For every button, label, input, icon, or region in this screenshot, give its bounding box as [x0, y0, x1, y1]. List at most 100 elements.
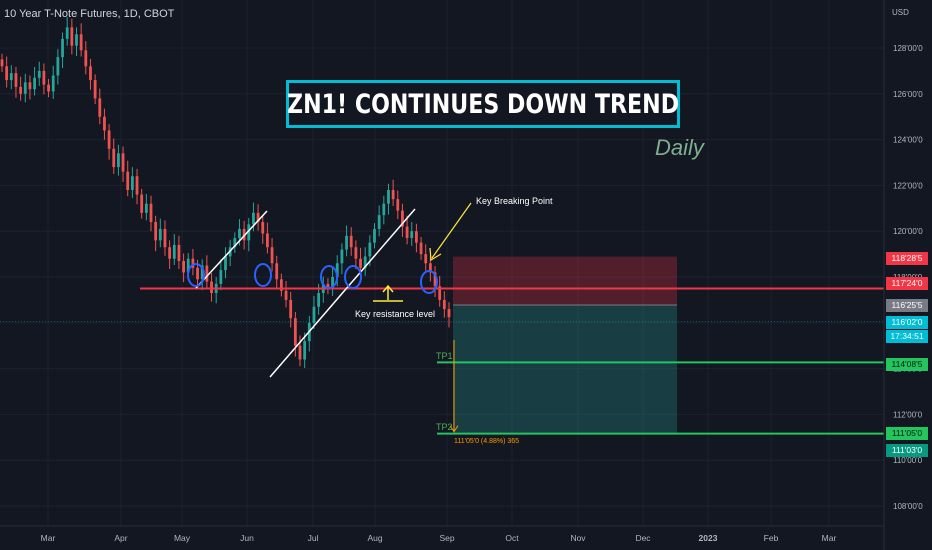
drawing-overlays	[0, 202, 884, 435]
price-tag: 17:34:51	[886, 330, 928, 343]
candle-body	[442, 299, 446, 310]
candle-body	[172, 244, 176, 259]
candle-body	[419, 242, 423, 255]
currency-label: USD	[892, 8, 909, 17]
candle-body	[5, 66, 9, 81]
candle-body	[345, 235, 348, 250]
candle-body	[19, 86, 23, 94]
y-tick-label: 120'00'0	[893, 227, 923, 236]
x-tick-label: Sep	[439, 533, 454, 543]
candle-body	[168, 247, 172, 259]
price-tag: 114'08'5	[886, 358, 928, 371]
y-tick-label: 128'00'0	[893, 44, 923, 53]
candle-body	[107, 130, 111, 149]
candle-body	[196, 267, 199, 280]
timeframe-label: Daily	[655, 135, 704, 160]
candle-body	[331, 277, 334, 289]
take-profit-zone	[453, 304, 677, 434]
candle-body	[396, 199, 400, 211]
touch-circle	[320, 265, 338, 289]
candle-body	[415, 231, 418, 243]
candle-body	[382, 203, 386, 216]
breaking-arrow-head	[429, 247, 442, 262]
target-info-label: 111'05'0 (4.88%) 365	[454, 438, 520, 445]
candle-body	[298, 345, 302, 360]
resistance-arrow-head	[382, 284, 394, 293]
candle-body	[149, 203, 153, 223]
candle-body	[98, 98, 102, 117]
touch-circle	[420, 270, 438, 294]
candle-body	[275, 263, 279, 280]
key-resistance-label: Key resistance level	[355, 309, 436, 319]
candle-body	[144, 203, 148, 213]
candle-body	[186, 258, 190, 273]
candle-body	[238, 228, 241, 239]
trendline-2	[269, 208, 416, 378]
candle-body	[377, 215, 381, 229]
candle-body	[349, 235, 353, 248]
candle-body	[219, 270, 223, 284]
candle-body	[200, 265, 204, 280]
candle-body	[177, 244, 181, 261]
candle-body	[373, 228, 376, 243]
candle-body	[84, 50, 88, 67]
x-tick-label: Oct	[505, 533, 519, 543]
candle-body	[312, 306, 316, 323]
candle-body	[47, 84, 50, 92]
x-tick-label: Mar	[822, 533, 837, 543]
trendline-1	[195, 210, 268, 289]
candle-body	[317, 293, 321, 307]
candle-body	[242, 228, 246, 241]
candle-body	[70, 27, 74, 46]
candle-body	[354, 247, 358, 259]
candle-body	[140, 194, 144, 213]
candle-body	[79, 34, 83, 51]
x-tick-label: 2023	[699, 533, 718, 543]
candle-body	[428, 263, 432, 273]
touch-circle	[344, 265, 362, 289]
tp2-label: TP2	[436, 422, 453, 432]
candle-body	[326, 283, 330, 289]
tp1-label: TP1	[436, 351, 453, 361]
candle-body	[126, 171, 130, 190]
candle-body	[270, 247, 274, 264]
candle-body	[9, 73, 13, 81]
x-tick-label: Dec	[635, 533, 651, 543]
candle-body	[424, 254, 428, 264]
y-tick-label: 112'00'0	[893, 410, 923, 419]
key-breaking-point-label: Key Breaking Point	[476, 196, 553, 206]
y-tick-label: 108'00'0	[893, 502, 923, 511]
y-axis: 128'00'0 126'00'0 124'00'0 122'00'0 120'00'0…	[883, 0, 923, 550]
price-tag: 117'24'0	[886, 277, 928, 290]
breaking-arrow-shaft	[431, 202, 472, 259]
position-zones	[453, 256, 677, 434]
candle-body	[401, 210, 404, 227]
price-tag: 111'03'0	[886, 444, 928, 457]
candle-body	[289, 299, 293, 319]
symbol-title[interactable]: 10 Year T-Note Futures, 1D, CBOT	[4, 8, 175, 20]
x-tick-label: Mar	[41, 533, 56, 543]
price-tag: 118'28'5	[886, 252, 928, 265]
candle-body	[279, 279, 283, 291]
candle-body	[303, 341, 307, 360]
candle-body	[447, 309, 451, 318]
candle-body	[284, 290, 288, 300]
candle-body	[210, 281, 213, 294]
candle-body	[266, 233, 269, 248]
candle-body	[89, 66, 92, 81]
y-tick-label: 124'00'0	[893, 136, 923, 145]
y-tick-label: 122'00'0	[893, 181, 923, 190]
candle-body	[65, 27, 69, 39]
candle-body	[130, 176, 134, 190]
candle-body	[103, 116, 106, 131]
y-tick-label: 110'00'0	[893, 456, 923, 465]
candle-body	[438, 286, 442, 300]
stop-loss-zone	[453, 256, 677, 305]
candle-body	[293, 318, 297, 346]
candle-body	[410, 231, 414, 239]
candle-body	[14, 73, 18, 87]
candle-body	[121, 153, 125, 172]
candle-body	[205, 265, 209, 282]
candle-body	[405, 226, 409, 239]
